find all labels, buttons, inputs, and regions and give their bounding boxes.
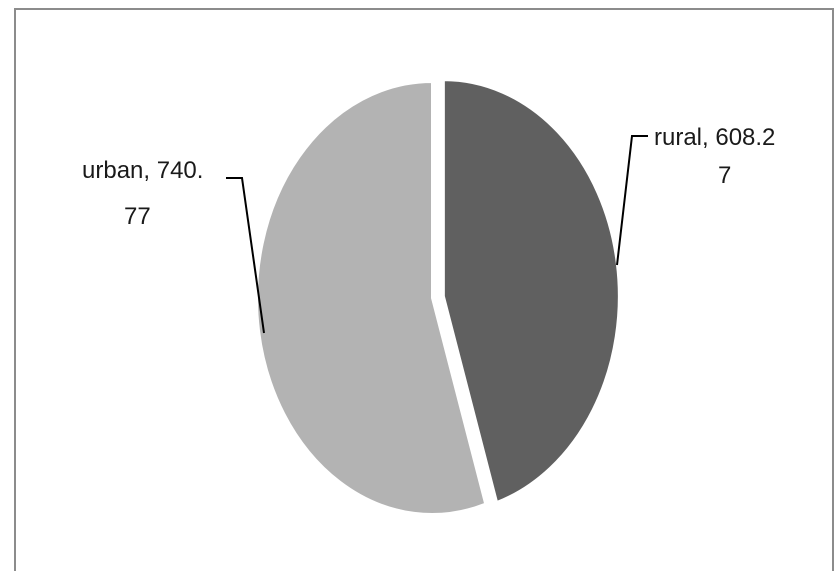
leader-lines <box>226 135 648 334</box>
pie-slice-urban <box>256 80 487 515</box>
leader-line-rural <box>616 135 648 266</box>
leader-line-urban <box>226 177 265 334</box>
pie-slices <box>256 79 620 515</box>
data-label-urban: urban, 740. 77 <box>82 157 210 230</box>
data-labels: rural, 608.2 7 urban, 740. 77 <box>82 124 782 230</box>
data-label-rural: rural, 608.2 7 <box>654 124 782 189</box>
pie-slice-rural <box>442 79 620 504</box>
